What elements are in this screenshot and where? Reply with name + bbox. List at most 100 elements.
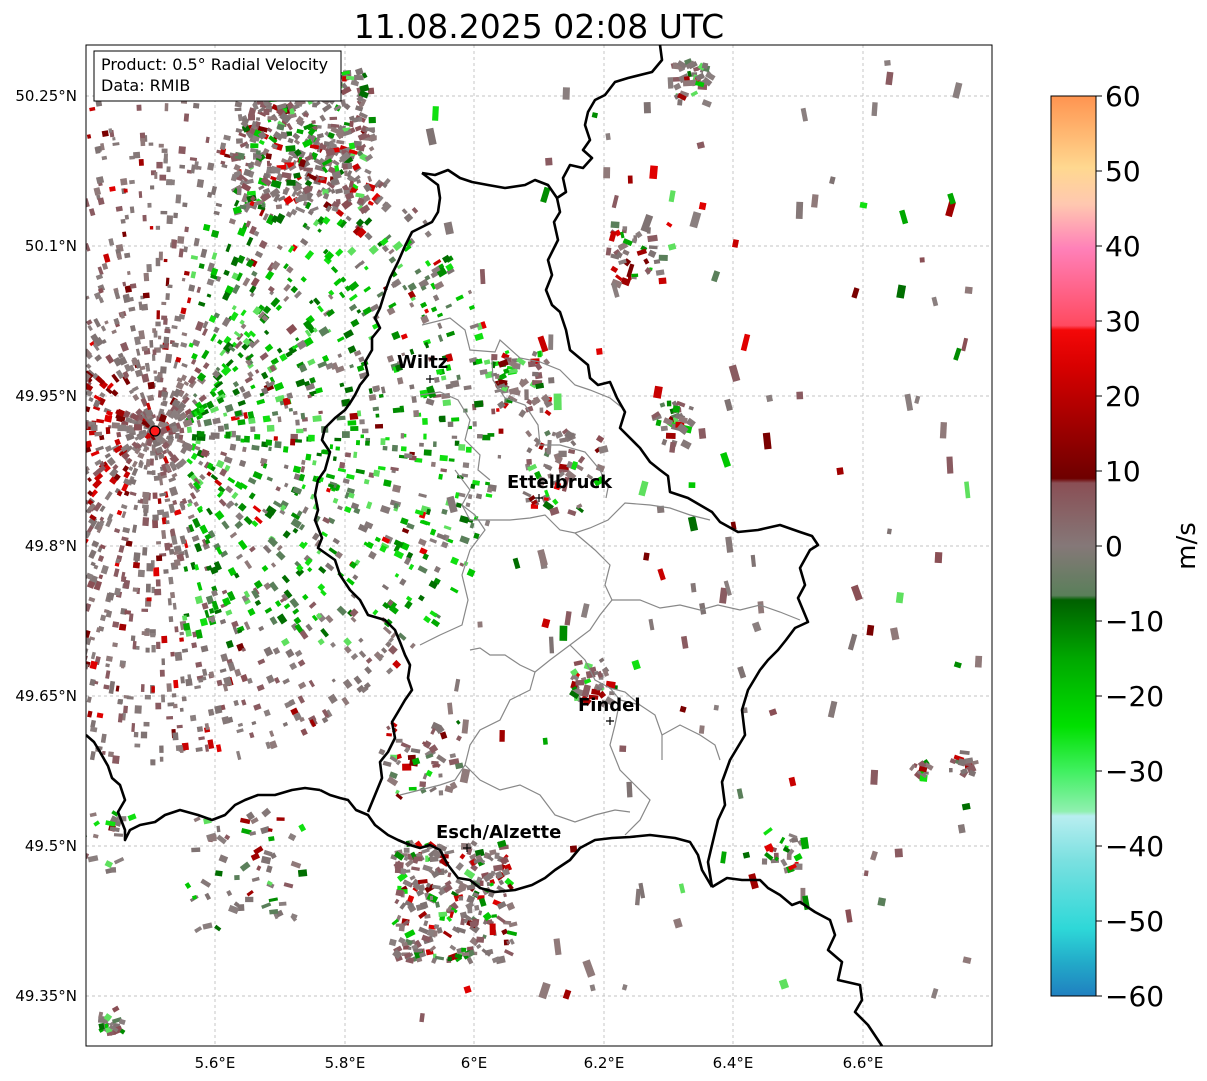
echo-bin: [121, 420, 129, 426]
echo-bin: [167, 284, 173, 289]
echo-bin: [478, 910, 483, 916]
echo-bin: [186, 502, 193, 508]
echo-bin: [388, 248, 395, 255]
echo-bin: [258, 625, 265, 632]
echo-bin: [283, 603, 291, 610]
echo-bin: [237, 629, 243, 634]
echo-bin: [90, 450, 100, 457]
echo-bin: [335, 198, 341, 205]
echo-bin: [209, 389, 217, 398]
echo-bin: [89, 660, 98, 670]
echo-bin: [401, 352, 406, 357]
echo-bin: [309, 493, 315, 500]
echo-bin: [643, 258, 650, 265]
echo-bin: [146, 597, 152, 602]
echo-bin: [125, 540, 133, 547]
echo-bin: [204, 538, 211, 545]
echo-bin: [195, 747, 203, 752]
echo-bin: [400, 742, 412, 750]
echo-bin: [399, 405, 405, 413]
echo-bin: [233, 330, 242, 338]
echo-bin: [157, 335, 162, 340]
echo-bin: [86, 382, 94, 392]
echo-bin: [393, 539, 404, 548]
echo-bin: [234, 340, 243, 350]
echo-bin: [235, 435, 241, 442]
echo-bin: [111, 389, 119, 397]
echo-bin: [116, 252, 123, 260]
echo-bin: [173, 545, 182, 553]
echo-bin: [477, 433, 483, 439]
echo-bin: [348, 303, 358, 312]
echo-bin: [288, 698, 296, 706]
echo-bin: [918, 766, 928, 773]
echo-bin: [338, 219, 348, 229]
echo-bin: [113, 356, 123, 367]
echo-bin: [141, 303, 149, 311]
echo-bin: [608, 230, 617, 242]
echo-bin: [349, 364, 354, 369]
echo-bin: [265, 865, 273, 873]
echo-bin: [89, 678, 96, 687]
echo-bin: [795, 201, 804, 219]
echo-bin: [286, 265, 294, 274]
echo-bin: [425, 127, 437, 146]
echo-bin: [685, 417, 696, 428]
echo-bin: [251, 520, 259, 528]
echo-bin: [316, 132, 324, 139]
echo-bin: [526, 398, 533, 406]
echo-bin: [296, 564, 304, 572]
echo-bin: [122, 281, 127, 287]
echo-bin: [356, 364, 365, 372]
echo-bin: [496, 915, 506, 924]
echo-bin: [86, 686, 87, 693]
echo-bin: [914, 395, 921, 404]
echo-bin: [245, 257, 250, 262]
echo-bin: [447, 421, 454, 428]
echo-bin: [570, 675, 575, 681]
echo-bin: [260, 855, 272, 865]
city-marker-findel: [606, 717, 614, 725]
echo-bin: [224, 834, 231, 841]
echo-bin: [218, 498, 227, 507]
echo-bin: [679, 705, 687, 713]
echo-bin: [343, 129, 352, 137]
echo-bin: [779, 836, 786, 845]
echo-bin: [211, 589, 219, 597]
echo-bin: [443, 221, 454, 235]
echo-bin: [429, 610, 438, 618]
echo-bin: [418, 910, 428, 920]
echo-bin: [283, 283, 292, 292]
echo-bin: [308, 434, 315, 442]
echo-bin: [145, 628, 150, 633]
echo-bin: [178, 248, 184, 258]
echo-bin: [279, 509, 286, 515]
echo-bin: [235, 512, 244, 521]
echo-bin: [660, 425, 668, 432]
echo-bin: [282, 446, 289, 453]
echo-bin: [720, 451, 732, 468]
echo-bin: [258, 184, 265, 191]
echo-bin: [193, 816, 201, 823]
echo-bin: [449, 911, 454, 919]
echo-bin: [248, 127, 257, 135]
echo-bin: [508, 386, 520, 395]
echo-bin: [294, 649, 303, 658]
echo-bin: [272, 131, 284, 141]
echo-bin: [378, 393, 384, 398]
canton-boundaries: [399, 317, 801, 836]
echo-bin: [290, 518, 302, 529]
echo-bin: [182, 418, 193, 428]
echo-bin: [433, 565, 441, 574]
echo-bin: [90, 651, 96, 660]
echo-bin: [246, 677, 253, 685]
echo-bin: [481, 948, 492, 957]
echo-bin: [269, 730, 275, 738]
echo-bin: [159, 492, 167, 497]
echo-bin: [161, 694, 166, 703]
echo-bin: [219, 618, 227, 625]
info-data-source: Data: RMIB: [101, 76, 190, 95]
echo-bin: [273, 912, 279, 920]
echo-bin: [309, 377, 316, 384]
echo-bin: [117, 713, 123, 723]
